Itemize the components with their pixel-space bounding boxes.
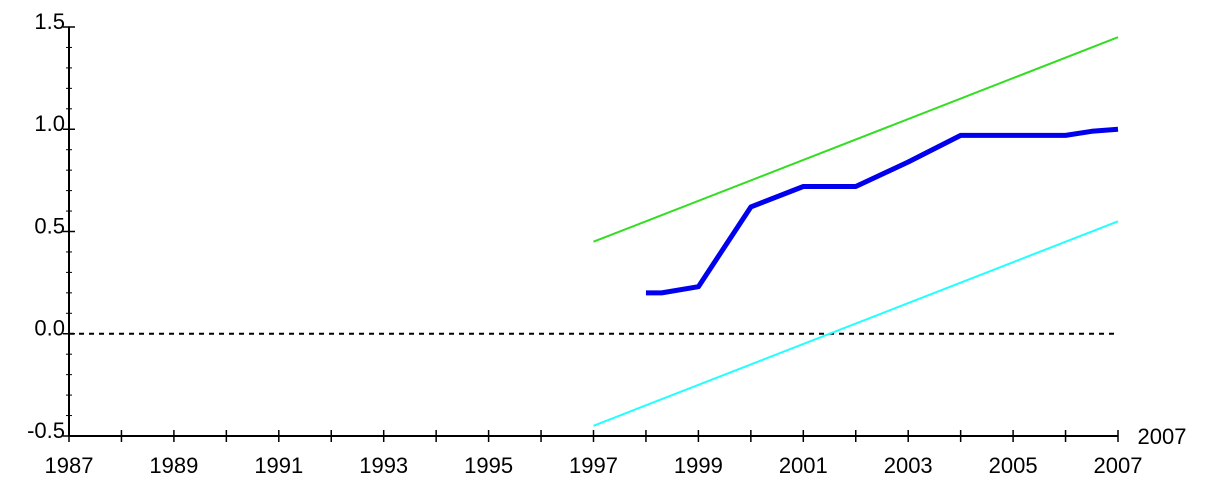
x-tick-label: 2003 [884,453,933,478]
extra-label: 2007 [1138,424,1187,449]
y-tick-label: 1.0 [34,111,65,136]
x-tick-label: 1997 [569,453,618,478]
y-tick-label: 0.5 [34,213,65,238]
x-tick-label: 1999 [674,453,723,478]
y-tick-label: -0.5 [27,418,65,443]
series-line [593,220,1119,427]
x-tick-label: 1995 [464,453,513,478]
y-tick-label: 1.5 [34,9,65,34]
x-tick-label: 2001 [779,453,828,478]
series-line [593,36,1119,243]
x-tick-label: 1987 [45,453,94,478]
x-tick-label: 1993 [359,453,408,478]
series-line [645,126,1119,296]
x-tick-label: 2005 [989,453,1038,478]
x-tick-label: 1989 [149,453,198,478]
x-tick-label: 1991 [254,453,303,478]
y-tick-label: 0.0 [34,316,65,341]
x-tick-label: 2007 [1094,453,1143,478]
